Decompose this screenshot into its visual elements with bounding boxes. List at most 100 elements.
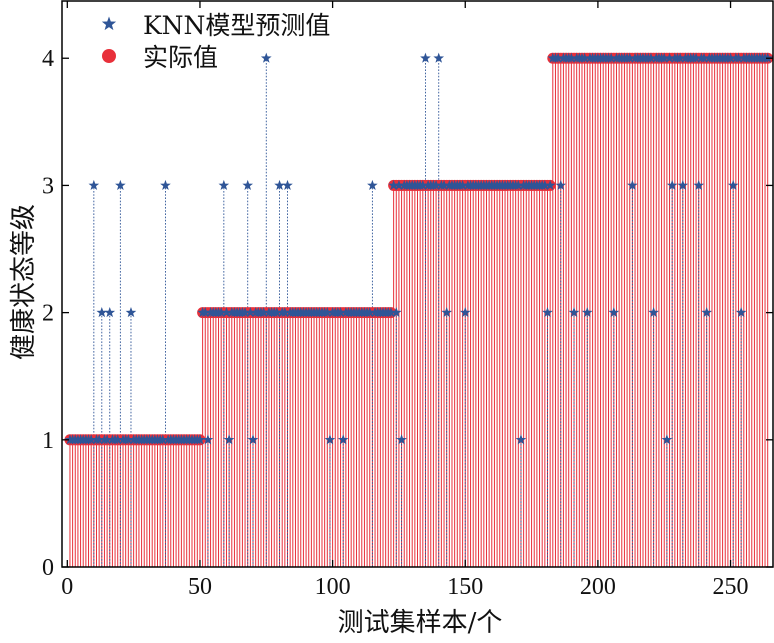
- legend-item-prediction: KNN模型预测值: [101, 11, 330, 40]
- prediction-point: [245, 307, 256, 318]
- prediction-point: [125, 307, 137, 318]
- prediction-point: [624, 52, 636, 63]
- x-tick-label: 100: [315, 574, 351, 600]
- prediction-point: [160, 179, 171, 190]
- plot-area: [64, 52, 773, 567]
- prediction-point: [725, 52, 736, 63]
- legend-star-icon: [101, 16, 117, 31]
- prediction-point: [239, 307, 251, 318]
- prediction-point: [96, 307, 108, 318]
- prediction-point: [215, 307, 227, 318]
- prediction-point: [733, 52, 744, 63]
- prediction-point: [433, 52, 445, 63]
- x-tick-label: 150: [447, 574, 483, 600]
- prediction-point: [396, 434, 407, 445]
- prediction-point: [735, 307, 747, 318]
- prediction-point: [282, 179, 293, 190]
- legend-item-actual: 实际值: [102, 43, 218, 72]
- prediction-point: [690, 52, 702, 63]
- prediction-point: [101, 434, 113, 445]
- prediction-point: [441, 307, 453, 318]
- prediction-point: [608, 307, 620, 318]
- prediction-point: [627, 179, 638, 190]
- prediction-point: [157, 434, 169, 445]
- prediction-point: [385, 307, 397, 318]
- prediction-point: [544, 179, 556, 190]
- prediction-point: [112, 434, 124, 445]
- y-axis-title: 健康状态等级: [9, 204, 39, 360]
- prediction-point: [566, 52, 577, 63]
- prediction-point: [85, 434, 97, 445]
- legend-circle-icon: [102, 49, 116, 63]
- prediction-point: [271, 307, 283, 318]
- prediction-point: [438, 179, 450, 190]
- prediction-point: [335, 307, 346, 318]
- prediction-point: [93, 434, 105, 445]
- prediction-point: [202, 434, 214, 445]
- prediction-point: [727, 179, 739, 190]
- legend-label-prediction: KNN模型预测值: [143, 11, 330, 40]
- prediction-point: [555, 179, 567, 190]
- x-axis: 0 50 100 150 200 250: [61, 1, 749, 600]
- prediction-point: [568, 307, 580, 318]
- prediction-point: [701, 307, 712, 318]
- prediction-point: [515, 434, 527, 445]
- prediction-point: [512, 179, 524, 190]
- prediction-point: [579, 52, 590, 63]
- prediction-point: [693, 179, 705, 190]
- y-tick-label: 2: [42, 301, 54, 327]
- prediction-point: [388, 179, 399, 190]
- y-tick-label: 0: [42, 555, 54, 581]
- x-tick-label: 50: [188, 574, 212, 600]
- prediction-point: [279, 307, 291, 318]
- x-tick-label: 0: [61, 574, 73, 600]
- prediction-point: [457, 179, 468, 190]
- prediction-point: [459, 307, 471, 318]
- prediction-point: [115, 179, 126, 190]
- y-tick-label: 3: [42, 173, 54, 199]
- prediction-point: [194, 434, 206, 445]
- prediction-point: [430, 179, 442, 190]
- actual-stems: [69, 58, 769, 567]
- y-axis: 0 1 2 3 4: [42, 46, 773, 581]
- prediction-point: [645, 52, 657, 63]
- x-tick-label: 250: [713, 574, 749, 600]
- prediction-point: [698, 52, 710, 63]
- prediction-point: [393, 179, 405, 190]
- prediction-point: [661, 434, 673, 445]
- prediction-point: [260, 52, 272, 63]
- prediction-point: [221, 307, 232, 318]
- prediction-point: [274, 179, 285, 190]
- prediction-markers: [64, 52, 773, 445]
- prediction-point: [552, 52, 564, 63]
- prediction-point: [581, 307, 593, 318]
- prediction-point: [390, 307, 402, 318]
- prediction-point: [666, 179, 678, 190]
- x-axis-title: 测试集样本/个: [338, 608, 503, 638]
- prediction-point: [88, 179, 100, 190]
- prediction-point: [364, 307, 376, 318]
- prediction-point: [542, 307, 553, 318]
- prediction-point: [367, 179, 378, 190]
- prediction-stems: [93, 58, 742, 567]
- prediction-point: [242, 179, 254, 190]
- plot-frame: [61, 0, 774, 568]
- prediction-point: [104, 307, 116, 318]
- prediction-point: [324, 434, 336, 445]
- prediction-point: [539, 179, 551, 190]
- prediction-point: [417, 179, 429, 190]
- prediction-point: [247, 434, 259, 445]
- prediction-point: [664, 52, 675, 63]
- x-tick-label: 200: [580, 574, 616, 600]
- prediction-point: [674, 52, 686, 63]
- legend-label-actual: 实际值: [143, 43, 218, 72]
- prediction-point: [337, 434, 349, 445]
- prediction-point: [123, 434, 134, 445]
- y-tick-label: 4: [42, 46, 54, 72]
- prediction-point: [258, 307, 269, 318]
- prediction-point: [218, 179, 230, 190]
- prediction-point: [420, 52, 431, 63]
- prediction-point: [677, 179, 689, 190]
- legend: KNN模型预测值 实际值: [101, 11, 330, 72]
